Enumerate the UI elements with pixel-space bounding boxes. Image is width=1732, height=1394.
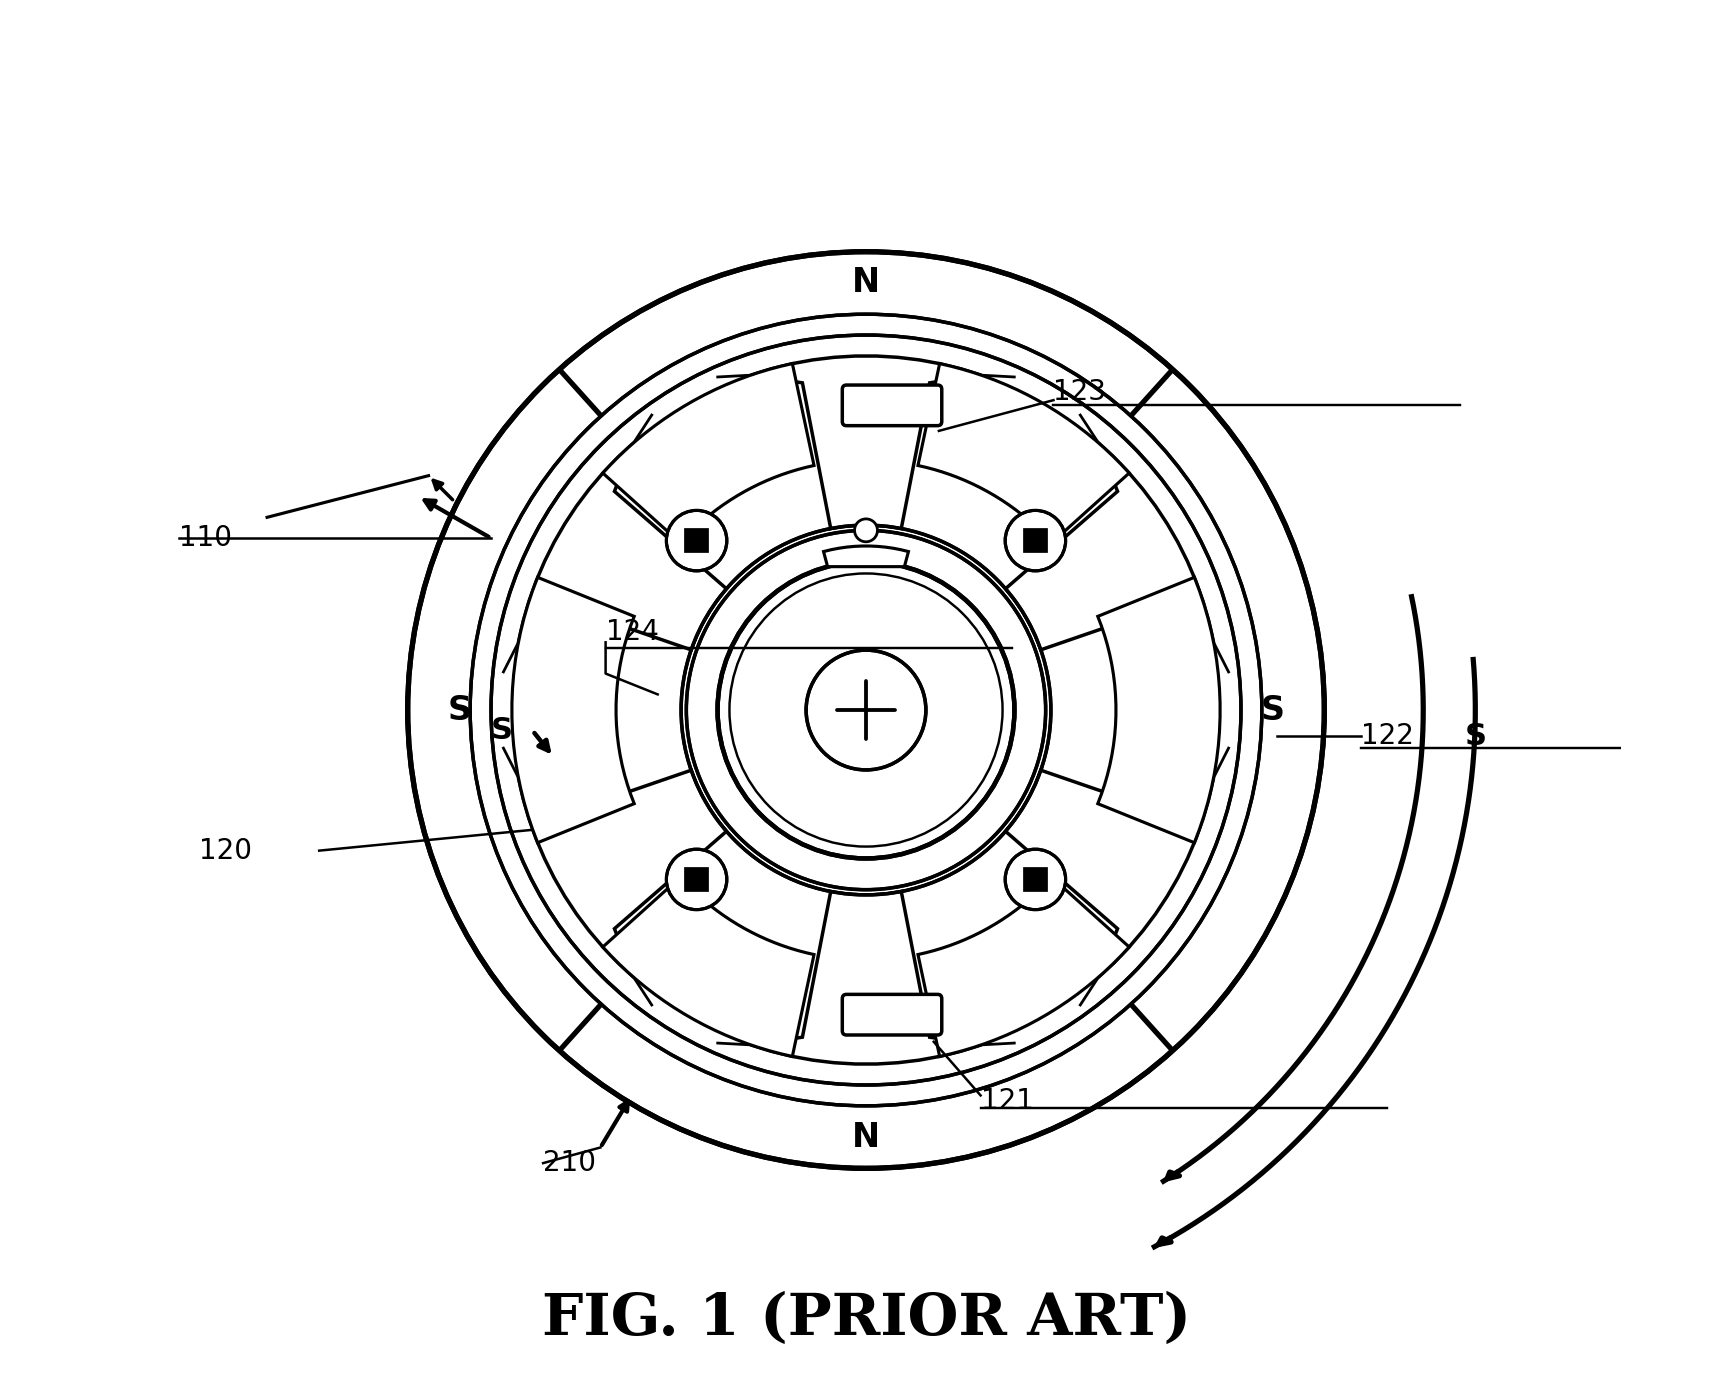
Polygon shape bbox=[823, 546, 909, 566]
Text: S: S bbox=[449, 694, 471, 726]
Text: N: N bbox=[852, 266, 880, 300]
Circle shape bbox=[667, 849, 727, 910]
Bar bbox=[686, 530, 708, 552]
Text: 110: 110 bbox=[178, 524, 232, 552]
Polygon shape bbox=[513, 577, 634, 843]
Polygon shape bbox=[518, 771, 726, 977]
Circle shape bbox=[854, 519, 878, 542]
Polygon shape bbox=[1098, 577, 1219, 843]
Bar bbox=[1024, 530, 1046, 552]
Polygon shape bbox=[918, 364, 1129, 542]
Text: 210: 210 bbox=[544, 1149, 596, 1177]
Circle shape bbox=[469, 314, 1263, 1105]
Text: 122: 122 bbox=[1361, 722, 1413, 750]
Polygon shape bbox=[603, 877, 814, 1057]
Text: S: S bbox=[1465, 722, 1486, 750]
Text: FIG. 1 (PRIOR ART): FIG. 1 (PRIOR ART) bbox=[542, 1291, 1190, 1348]
Circle shape bbox=[686, 530, 1046, 889]
Text: 123: 123 bbox=[1053, 378, 1107, 406]
Circle shape bbox=[407, 252, 1325, 1168]
Text: 124: 124 bbox=[606, 618, 658, 645]
FancyBboxPatch shape bbox=[842, 994, 942, 1034]
Polygon shape bbox=[1006, 443, 1214, 650]
Circle shape bbox=[717, 562, 1015, 859]
FancyBboxPatch shape bbox=[842, 385, 942, 425]
Text: S: S bbox=[490, 717, 513, 746]
Text: 121: 121 bbox=[980, 1086, 1034, 1115]
Circle shape bbox=[1005, 849, 1065, 910]
Text: S: S bbox=[1261, 694, 1283, 726]
Polygon shape bbox=[918, 877, 1129, 1057]
Polygon shape bbox=[603, 364, 814, 542]
Circle shape bbox=[1005, 510, 1065, 570]
Circle shape bbox=[667, 510, 727, 570]
Circle shape bbox=[805, 650, 927, 769]
Polygon shape bbox=[750, 355, 982, 528]
Text: 120: 120 bbox=[199, 836, 253, 864]
Polygon shape bbox=[518, 443, 726, 650]
Circle shape bbox=[681, 526, 1051, 895]
Bar bbox=[686, 868, 708, 891]
Bar bbox=[1024, 868, 1046, 891]
Text: N: N bbox=[852, 1121, 880, 1154]
Circle shape bbox=[492, 335, 1240, 1085]
Polygon shape bbox=[1006, 771, 1214, 977]
Polygon shape bbox=[750, 892, 982, 1064]
